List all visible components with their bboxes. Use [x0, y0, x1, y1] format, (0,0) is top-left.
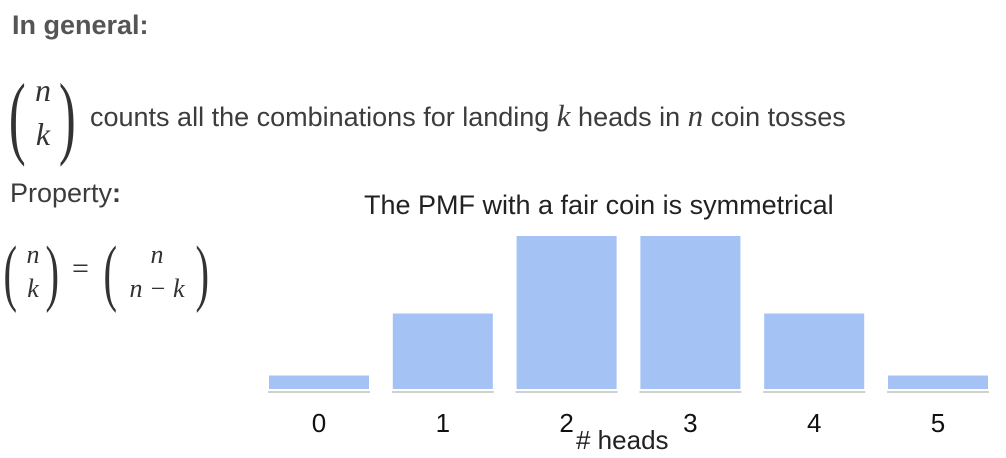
bar-2: [514, 234, 619, 391]
binomial-description: counts all the combinations for landing …: [90, 98, 846, 134]
identity-left-top: n: [26, 240, 40, 269]
bar-4: [762, 311, 867, 391]
bar-5: [886, 373, 990, 391]
right-paren-icon: ): [195, 232, 210, 314]
x-tick-label-4: 4: [807, 408, 821, 438]
bar-3: [638, 234, 743, 391]
x-tick-label-3: 3: [683, 408, 697, 438]
binomial-coefficient: ( n k ): [8, 70, 78, 162]
description-text-2: heads in: [570, 102, 688, 132]
x-tick-label-2: 2: [559, 408, 573, 438]
equals-sign: =: [72, 252, 89, 285]
description-text-3: coin tosses: [703, 102, 846, 132]
identity-right-binomial: ( n n − k ): [104, 236, 214, 310]
right-paren-icon: ): [58, 65, 76, 167]
property-label: Property:: [10, 178, 122, 208]
binomial-bottom: k: [35, 116, 51, 152]
left-paren-icon: (: [103, 232, 118, 314]
variable-n: n: [687, 98, 704, 133]
section-heading: In general:: [12, 10, 149, 40]
bar-0: [267, 373, 371, 391]
x-tick-label-1: 1: [436, 408, 450, 438]
x-axis-label: # heads: [576, 425, 669, 455]
identity-left-binomial: ( n k ): [4, 236, 64, 310]
left-paren-icon: (: [3, 232, 18, 314]
chart-title: The PMF with a fair coin is symmetrical: [364, 190, 834, 220]
x-tick-label-0: 0: [312, 408, 326, 438]
identity-right-top: n: [150, 240, 164, 269]
bar-1: [390, 311, 495, 391]
description-text-1: counts all the combinations for landing: [90, 102, 557, 132]
identity-right-bottom: n − k: [129, 274, 185, 303]
left-paren-icon: (: [8, 65, 26, 167]
right-paren-icon: ): [45, 232, 60, 314]
variable-k: k: [556, 98, 571, 133]
binomial-top: n: [35, 72, 51, 108]
x-tick-label-5: 5: [931, 408, 945, 438]
identity-left-bottom: k: [27, 274, 39, 303]
